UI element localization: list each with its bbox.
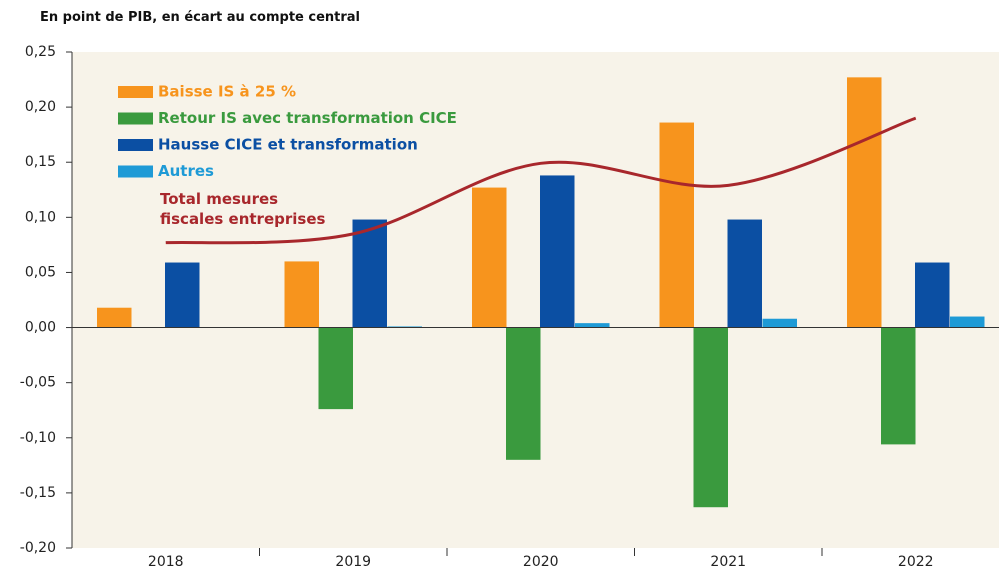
- x-tick-label: 2018: [148, 554, 184, 570]
- bar: [762, 318, 797, 328]
- bar: [387, 326, 422, 328]
- bar: [727, 219, 762, 328]
- legend-label: Retour IS avec transformation CICE: [158, 109, 457, 127]
- y-tick-label: 0,05: [25, 264, 56, 280]
- line: [165, 116, 917, 245]
- bar: [881, 327, 916, 445]
- y-tick-label: 0,25: [25, 44, 56, 60]
- y-tick-label: -0,20: [20, 540, 56, 556]
- bar: [472, 187, 507, 328]
- line-label: Total mesures fiscales entreprises: [160, 190, 326, 228]
- bar: [284, 261, 319, 328]
- legend-swatch: [118, 112, 153, 125]
- y-tick-label: -0,10: [20, 430, 56, 446]
- y-tick-label: 0,20: [25, 99, 56, 115]
- x-tick-label: 2022: [898, 554, 934, 570]
- bar: [847, 77, 882, 328]
- bar: [950, 316, 985, 328]
- bar: [915, 262, 950, 328]
- legend-swatch: [118, 165, 153, 178]
- chart-title: En point de PIB, en écart au compte cent…: [40, 10, 361, 25]
- y-tick-label: -0,15: [20, 485, 56, 501]
- legend-label: Hausse CICE et transformation: [158, 136, 418, 154]
- bar: [540, 175, 575, 328]
- legend-label: Autres: [158, 162, 214, 180]
- x-tick-label: 2019: [335, 554, 371, 570]
- y-tick-label: 0,00: [25, 320, 56, 336]
- legend-label: Baisse IS à 25 %: [158, 83, 296, 101]
- legend-swatch: [118, 139, 153, 151]
- plot-background: [72, 52, 999, 548]
- bar: [659, 122, 694, 328]
- bar: [352, 219, 387, 328]
- y-tick-label: -0,05: [20, 375, 56, 391]
- bar: [693, 327, 728, 508]
- bar: [165, 262, 200, 328]
- y-tick-label: 0,10: [25, 209, 56, 225]
- y-tick-label: 0,15: [25, 154, 56, 170]
- bar: [575, 323, 610, 328]
- bar: [318, 327, 353, 410]
- bar: [97, 307, 132, 328]
- x-tick-label: 2020: [523, 554, 559, 570]
- x-tick-label: 2021: [710, 554, 746, 570]
- legend-swatch: [118, 86, 153, 98]
- bar: [506, 327, 541, 460]
